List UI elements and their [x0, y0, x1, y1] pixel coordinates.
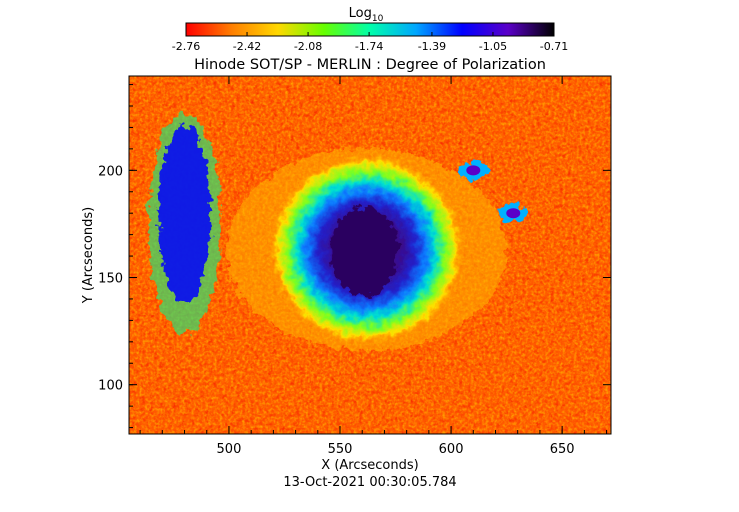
colorbar-tick-label: -1.74	[355, 40, 383, 53]
colorbar-tick-label: -0.71	[540, 40, 568, 53]
plot-area	[129, 76, 611, 434]
x-tick-label: 650	[550, 442, 575, 457]
colorbar-label: Log10	[349, 6, 384, 24]
y-axis-ticks: 100 150 200	[98, 84, 611, 429]
chart-title: Hinode SOT/SP - MERLIN : Degree of Polar…	[194, 57, 546, 73]
colorbar-tick-label: -2.42	[233, 40, 261, 53]
plage-core	[158, 123, 211, 304]
colorbar-tick-label: -2.08	[294, 40, 322, 53]
x-axis-ticks: 500 550 600 650	[139, 76, 608, 457]
x-tick-label: 550	[328, 442, 353, 457]
heatmap-features	[148, 113, 528, 351]
plot-frame	[128, 75, 612, 435]
timestamp: 13-Oct-2021 00:30:05.784	[283, 475, 456, 490]
sunspot-umbra	[330, 207, 399, 297]
pore-core	[506, 208, 521, 219]
colorbar-tick-label: -1.05	[479, 40, 507, 53]
y-axis-label: Y (Arcseconds)	[81, 207, 96, 304]
x-tick-label: 600	[439, 442, 464, 457]
colorbar-ticks: -2.76 -2.42 -2.08 -1.74 -1.39 -1.05 -0.71	[172, 32, 568, 53]
colorbar	[185, 22, 555, 37]
y-tick-label: 100	[98, 379, 123, 394]
y-tick-label: 150	[98, 272, 123, 287]
x-tick-label: 500	[217, 442, 242, 457]
colorbar-tick-label: -1.39	[418, 40, 446, 53]
y-tick-label: 200	[98, 164, 123, 179]
colorbar-tick-label: -2.76	[172, 40, 200, 53]
pore-core	[466, 165, 481, 176]
colorbar-label-main: Log	[349, 6, 372, 21]
x-axis-label: X (Arcseconds)	[321, 458, 418, 473]
colorbar-label-sub: 10	[372, 14, 384, 24]
